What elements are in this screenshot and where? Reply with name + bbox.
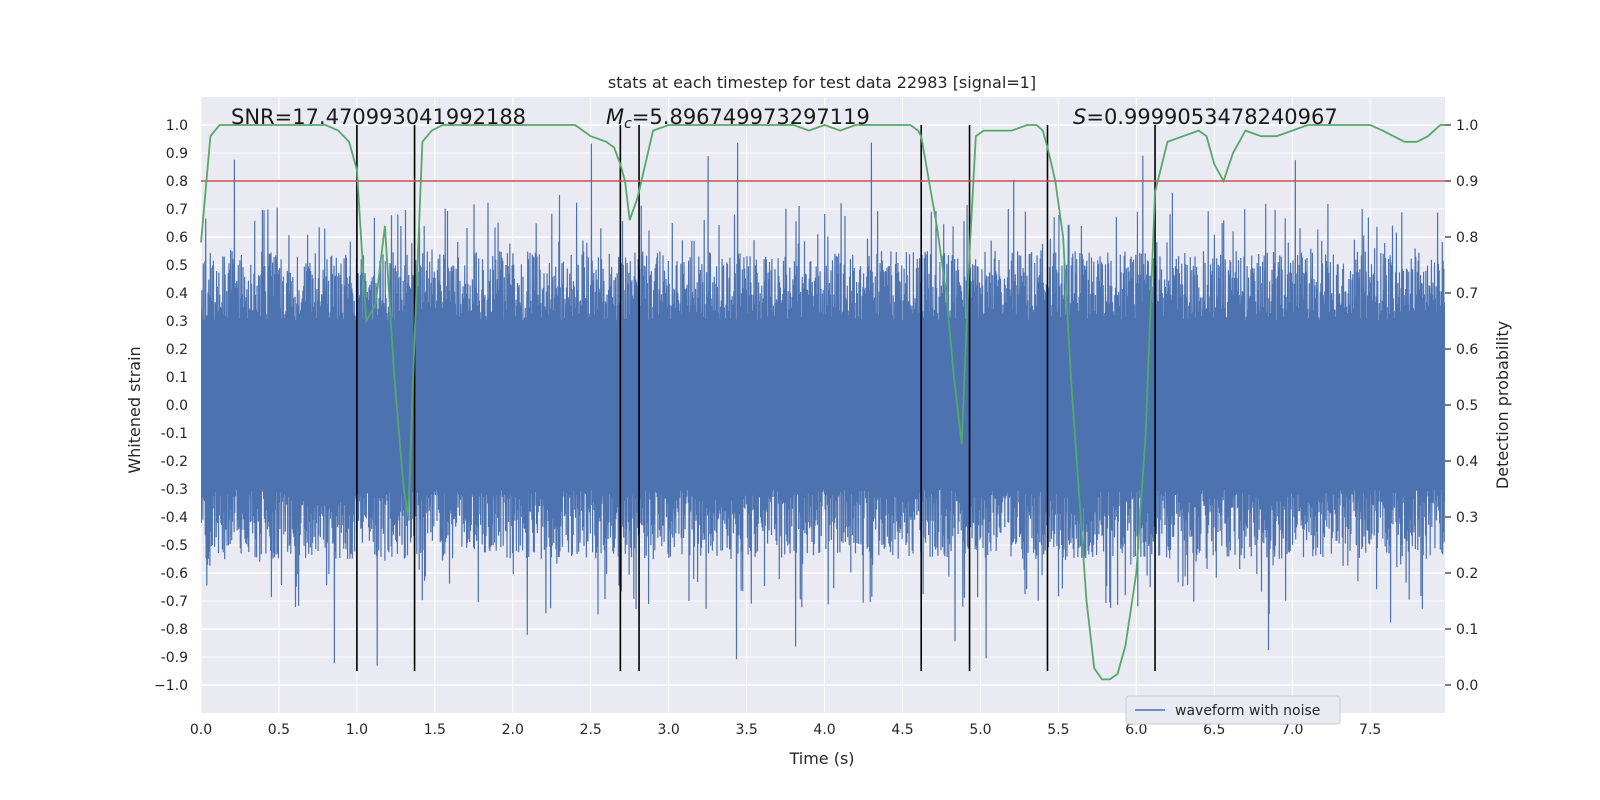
y-tick-label: -0.8 — [161, 622, 188, 638]
chirp-mass-subscript: c — [624, 116, 632, 132]
y2-axis-label: Detection probability — [1493, 321, 1512, 489]
x-tick-label: 5.5 — [1047, 722, 1069, 738]
y-tick-label: 0.6 — [166, 230, 188, 246]
y-tick-label: 0.2 — [166, 342, 188, 358]
x-axis-label: Time (s) — [788, 749, 854, 768]
x-tick-label: 0.5 — [268, 722, 290, 738]
x-axis-ticks: 0.0 0.5 1.0 1.5 2.0 2.5 3.0 3.5 4.0 4.5 5.0 5.5 6.0 6… — [190, 722, 1381, 738]
y2-axis-ticks: 1.0 0.9 0.8 0.7 0.6 0.5 0.4 0.3 0.2 0.1 0.0 — [1445, 118, 1478, 694]
x-tick-label: 1.5 — [424, 722, 446, 738]
legend-box — [1125, 695, 1341, 725]
y-tick-label: 0.5 — [166, 258, 188, 274]
x-tick-label: 3.5 — [735, 722, 757, 738]
y-tick-label: 0.9 — [166, 146, 188, 162]
x-tick-label: 6.0 — [1125, 722, 1147, 738]
y-tick-label: 0.3 — [166, 314, 188, 330]
y2-tick-label: 0.1 — [1456, 622, 1478, 638]
x-tick-label: 7.0 — [1281, 722, 1303, 738]
chirp-mass-annotation: Mc=5.896749973297119 — [606, 105, 870, 132]
significance-symbol: S — [1073, 105, 1086, 129]
y-tick-label: -0.6 — [161, 566, 188, 582]
y2-tick-label: 0.9 — [1456, 174, 1478, 190]
y-tick-label: 0.1 — [166, 370, 188, 386]
y-tick-label: 0.4 — [166, 286, 188, 302]
y-tick-label: −1.0 — [154, 678, 188, 694]
y2-tick-label: 0.0 — [1456, 678, 1478, 694]
detection-probability-line — [200, 124, 1445, 681]
chirp-mass-symbol: M — [606, 105, 624, 129]
legend: waveform with noise — [1125, 695, 1341, 725]
y-tick-label: -0.3 — [161, 482, 188, 498]
x-tick-label: 7.5 — [1359, 722, 1381, 738]
y-tick-label: -0.5 — [161, 538, 188, 554]
y2-tick-label: 0.2 — [1456, 566, 1478, 582]
y2-tick-label: 0.6 — [1456, 342, 1478, 358]
chart-title: stats at each timestep for test data 229… — [608, 73, 1036, 92]
y-tick-label: -0.1 — [161, 426, 188, 442]
x-tick-label: 6.5 — [1203, 722, 1225, 738]
x-tick-label: 2.0 — [502, 722, 524, 738]
snr-annotation: SNR=17.470993041992188 — [231, 105, 526, 129]
y2-tick-label: 0.5 — [1456, 398, 1478, 414]
y-tick-label: 0.0 — [166, 398, 188, 414]
waveform-line — [201, 142, 1445, 666]
y-tick-label: -0.7 — [161, 594, 188, 610]
significance-annotation: S=0.9999053478240967 — [1073, 105, 1338, 129]
y-tick-label: -0.4 — [161, 510, 188, 526]
y2-tick-label: 0.3 — [1456, 510, 1478, 526]
x-tick-label: 4.5 — [891, 722, 913, 738]
x-tick-label: 4.0 — [813, 722, 835, 738]
x-tick-label: 0.0 — [190, 722, 212, 738]
y2-tick-label: 0.4 — [1456, 454, 1478, 470]
chirp-mass-value: =5.896749973297119 — [632, 105, 870, 129]
x-tick-label: 5.0 — [969, 722, 991, 738]
legend-label: waveform with noise — [1175, 703, 1320, 719]
y-axis-label: Whitened strain — [125, 346, 144, 473]
y2-tick-label: 0.7 — [1456, 286, 1478, 302]
y-tick-label: 0.8 — [166, 174, 188, 190]
y2-tick-label: 0.8 — [1456, 230, 1478, 246]
significance-value: =0.9999053478240967 — [1086, 105, 1337, 129]
y-tick-label: 1.0 — [166, 118, 188, 134]
event-vertical-lines — [356, 125, 1156, 671]
x-tick-label: 2.5 — [580, 722, 602, 738]
y-tick-label: -0.9 — [161, 650, 188, 666]
x-tick-label: 1.0 — [346, 722, 368, 738]
plot-area — [201, 142, 1445, 666]
x-tick-label: 3.0 — [658, 722, 680, 738]
y2-tick-label: 1.0 — [1456, 118, 1478, 134]
y-tick-label: 0.7 — [166, 202, 188, 218]
y-tick-label: -0.2 — [161, 454, 188, 470]
y-axis-ticks: 1.0 0.9 0.8 0.7 0.6 0.5 0.4 0.3 0.2 0.1 0.0 -0.1 -0.… — [154, 118, 188, 694]
